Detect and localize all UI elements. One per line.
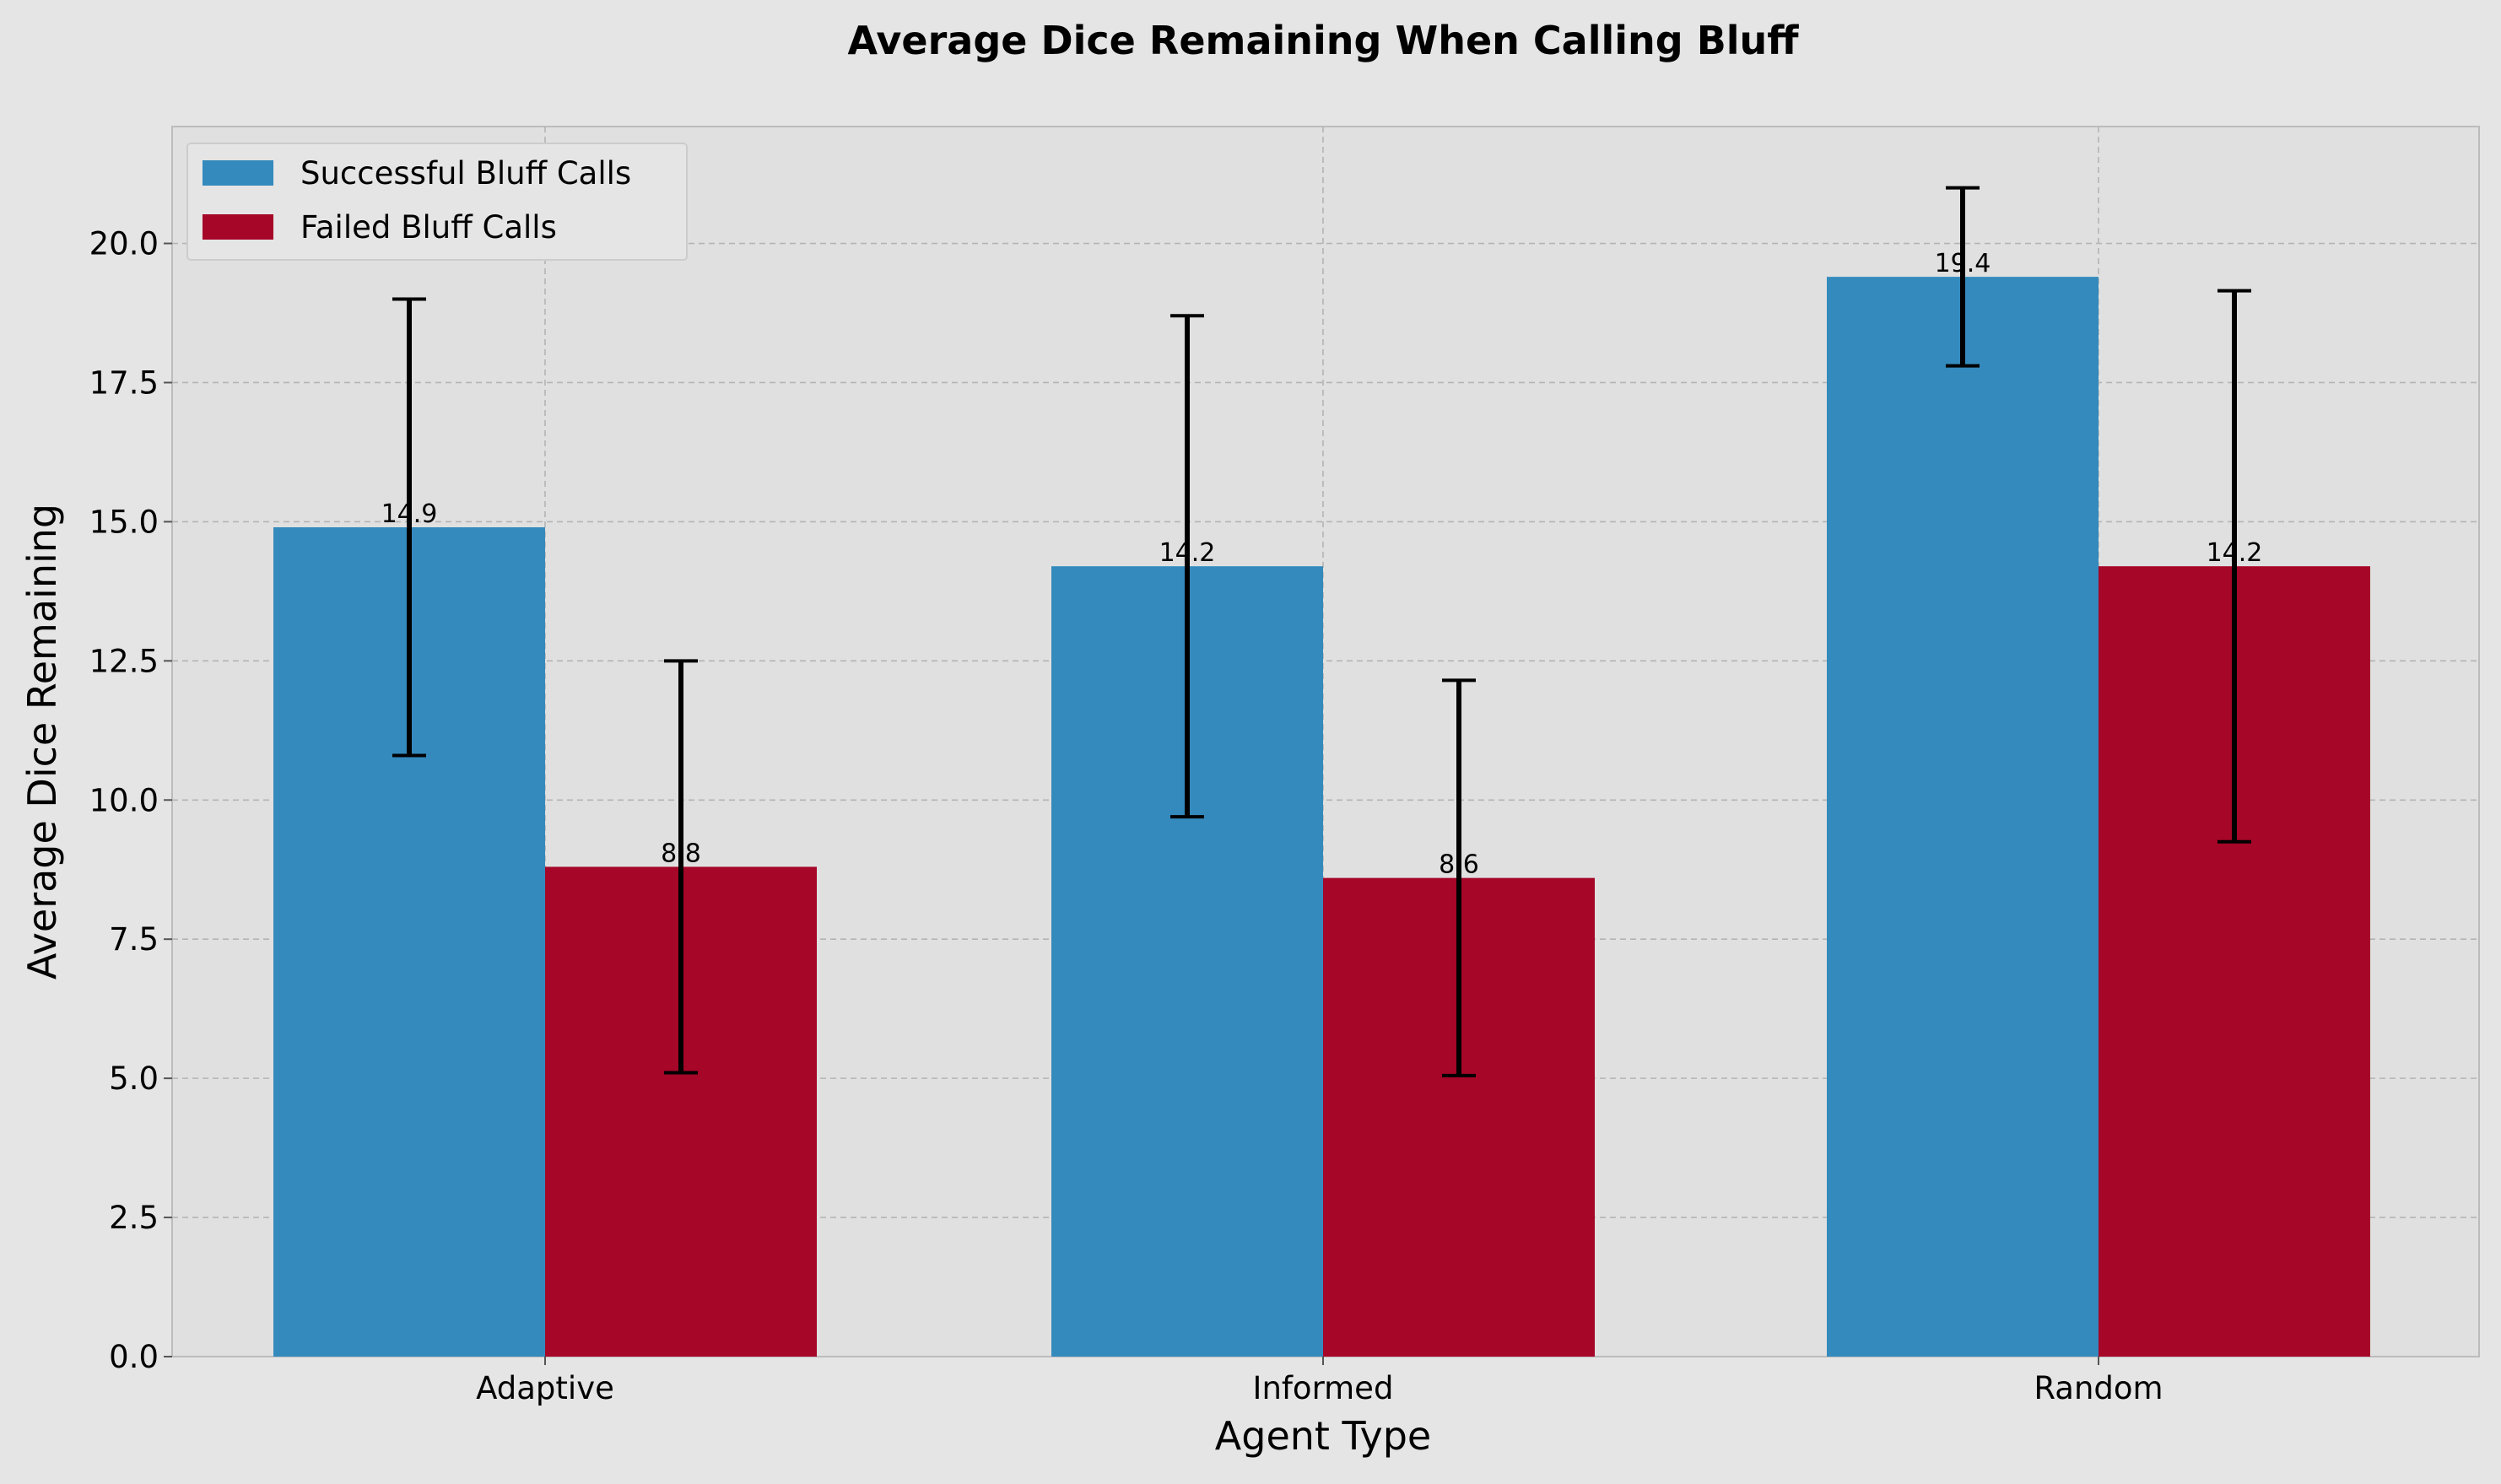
data-label: 8.6 <box>1439 850 1479 880</box>
y-tick-label: 20.0 <box>89 226 159 262</box>
chart-title: Average Dice Remaining When Calling Bluf… <box>847 18 1799 63</box>
x-axis-label: Agent Type <box>1215 1413 1431 1459</box>
legend-label-failed: Failed Bluff Calls <box>300 209 557 246</box>
y-tick-label: 12.5 <box>89 643 159 679</box>
y-tick-label: 0.0 <box>109 1339 159 1375</box>
legend-frame <box>186 143 688 261</box>
legend-swatch-failed <box>203 214 273 240</box>
y-tick-label: 7.5 <box>109 921 159 958</box>
data-label: 8.8 <box>661 839 701 868</box>
data-label: 14.2 <box>2207 538 2263 568</box>
y-tick-label: 10.0 <box>89 782 159 818</box>
legend: Successful Bluff Calls Failed Bluff Call… <box>186 143 688 261</box>
y-tick-label: 5.0 <box>109 1060 159 1097</box>
data-labels: 14.9 14.2 19.4 8.8 8.6 14.2 <box>381 249 2263 880</box>
y-tick-label: 15.0 <box>89 504 159 540</box>
data-label: 19.4 <box>1935 249 1991 278</box>
data-label: 14.9 <box>381 499 438 529</box>
x-tick-label: Adaptive <box>476 1370 614 1406</box>
legend-swatch-successful <box>203 160 273 186</box>
y-axis-label: Average Dice Remaining <box>19 504 65 979</box>
y-tick-label: 17.5 <box>89 364 159 401</box>
error-bars <box>392 186 2251 1077</box>
legend-label-successful: Successful Bluff Calls <box>300 155 631 192</box>
x-tick-label: Random <box>2034 1370 2163 1406</box>
x-tick-label: Informed <box>1253 1370 1394 1406</box>
bar <box>1827 277 2099 1357</box>
data-label: 14.2 <box>1159 538 1216 568</box>
x-axis: Adaptive Informed Random <box>476 1357 2163 1406</box>
y-axis: 0.0 2.5 5.0 7.5 10.0 12.5 15.0 17.5 20.0 <box>89 226 172 1375</box>
y-tick-label: 2.5 <box>109 1200 159 1236</box>
